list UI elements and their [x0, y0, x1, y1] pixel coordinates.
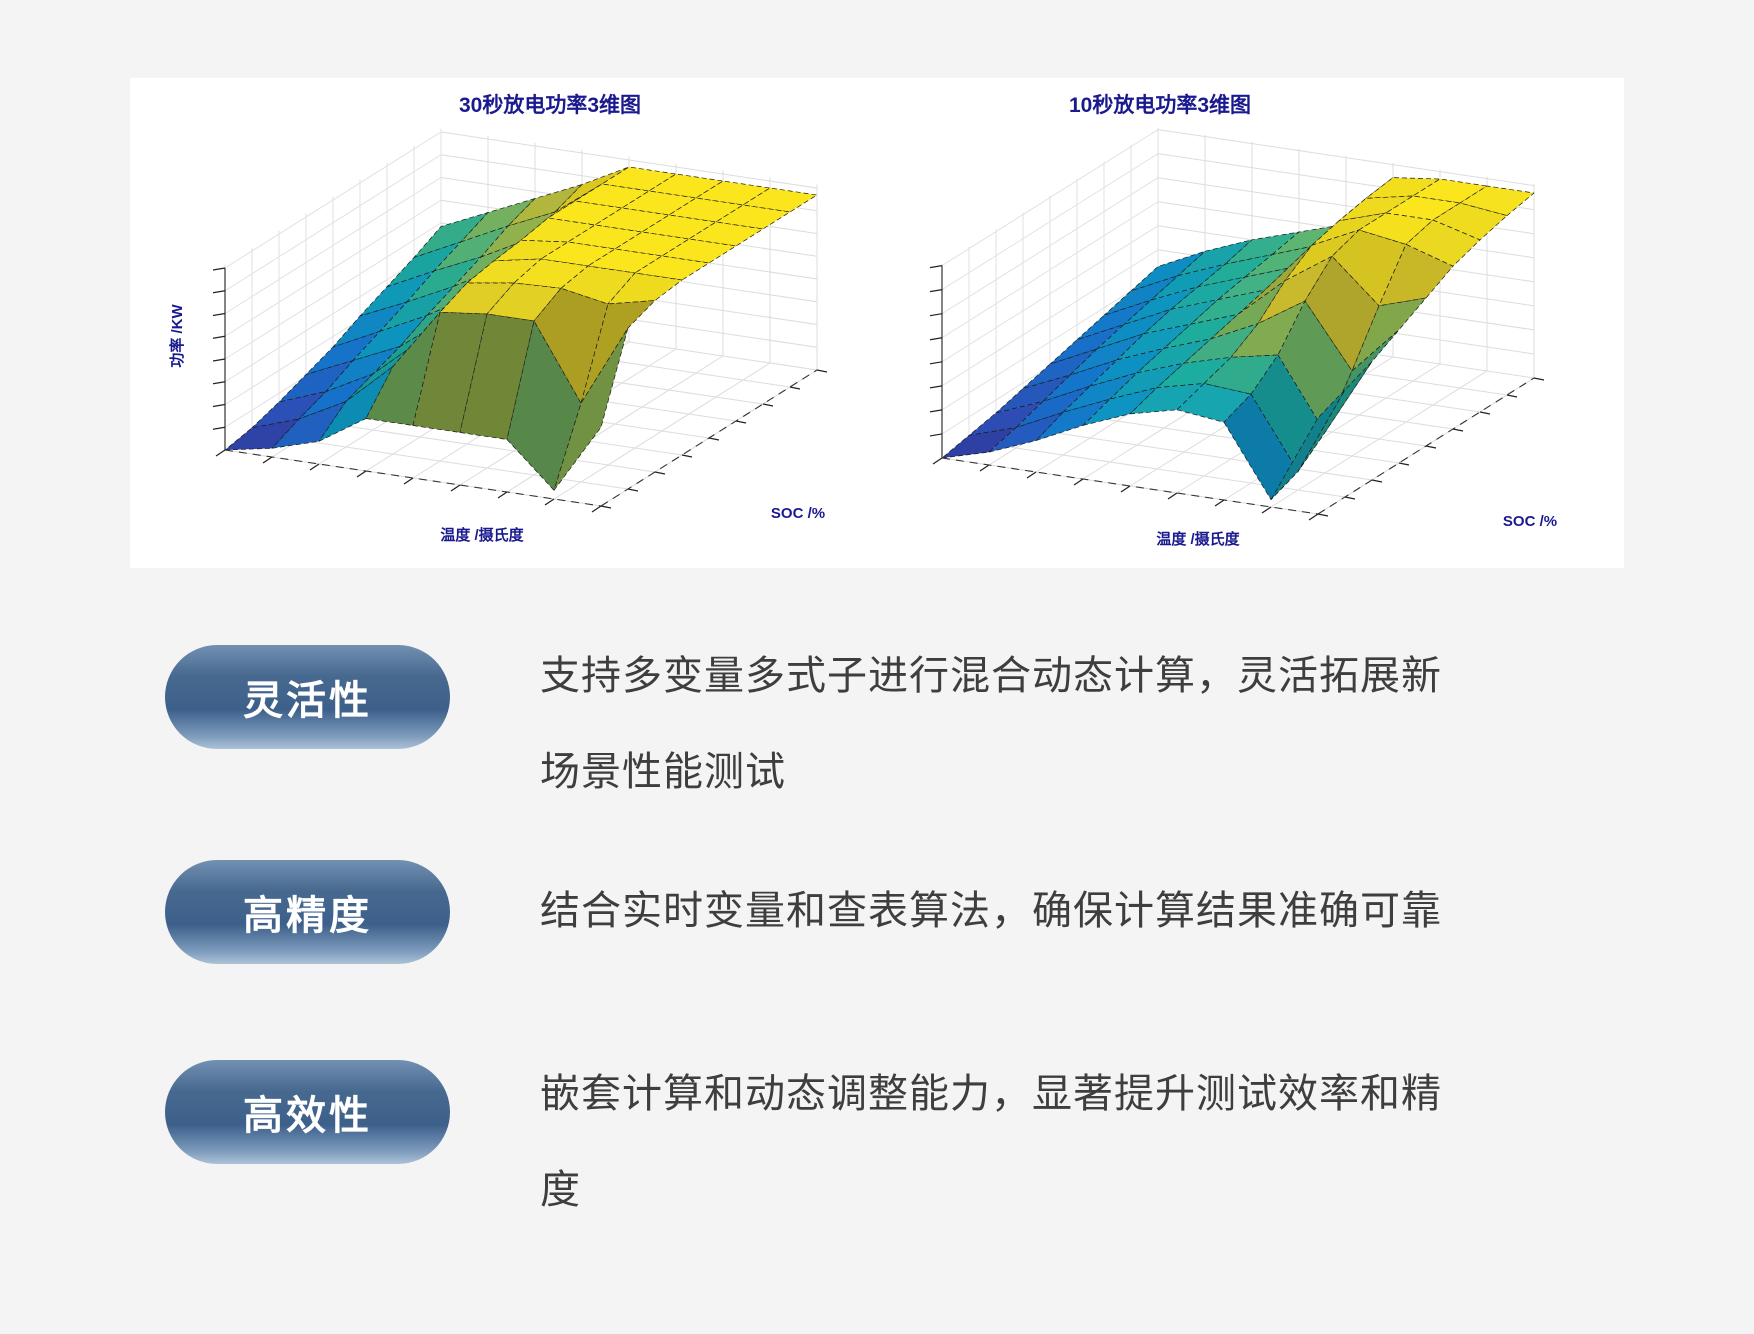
- feature-pill-efficiency: 高效性: [165, 1060, 450, 1164]
- feature-description-flexibility: 支持多变量多式子进行混合动态计算，灵活拓展新 场景性能测试: [540, 628, 1460, 820]
- feature-pill-label: 灵活性: [243, 679, 372, 723]
- surface-mesh: [941, 177, 1535, 500]
- chart-title: 10秒放电功率3维图: [1069, 93, 1251, 117]
- feature-pill-precision: 高精度: [165, 860, 450, 964]
- chart-30s-discharge-power: 30秒放电功率3维图温度 /摄氏度 SOC /% 功率 /KW: [130, 78, 890, 560]
- chart-title: 30秒放电功率3维图: [459, 93, 641, 117]
- power-axis-label: 功率 /KW: [168, 303, 186, 367]
- temperature-axis-label: 温度 /摄氏度: [1156, 530, 1240, 548]
- feature-pill-label: 高精度: [243, 894, 372, 938]
- feature-pill-label: 高效性: [243, 1094, 372, 1138]
- axis-lines: [212, 267, 828, 513]
- feature-pill-flexibility: 灵活性: [165, 645, 450, 749]
- feature-description-line: 结合实时变量和查表算法，确保计算结果准确可靠: [540, 889, 1442, 933]
- soc-axis-label: SOC /%: [771, 505, 825, 522]
- feature-description-line: 嵌套计算和动态调整能力，显著提升测试效率和精: [540, 1072, 1442, 1116]
- feature-description-line: 度: [540, 1168, 581, 1212]
- feature-description-line: 支持多变量多式子进行混合动态计算，灵活拓展新: [540, 654, 1442, 698]
- soc-axis-label: SOC /%: [1503, 513, 1557, 530]
- feature-description-precision: 结合实时变量和查表算法，确保计算结果准确可靠: [540, 863, 1460, 959]
- feature-description-line: 场景性能测试: [540, 750, 786, 794]
- feature-description-efficiency: 嵌套计算和动态调整能力，显著提升测试效率和精 度: [540, 1046, 1460, 1238]
- axis-lines: [929, 265, 1545, 521]
- chart-panel: 30秒放电功率3维图温度 /摄氏度 SOC /% 功率 /KW 10秒放电功率3维图…: [130, 78, 1624, 568]
- chart-10s-discharge-power: 10秒放电功率3维图温度 /摄氏度 SOC /%: [830, 78, 1624, 560]
- temperature-axis-label: 温度 /摄氏度: [440, 526, 524, 544]
- surface-mesh: [224, 166, 818, 491]
